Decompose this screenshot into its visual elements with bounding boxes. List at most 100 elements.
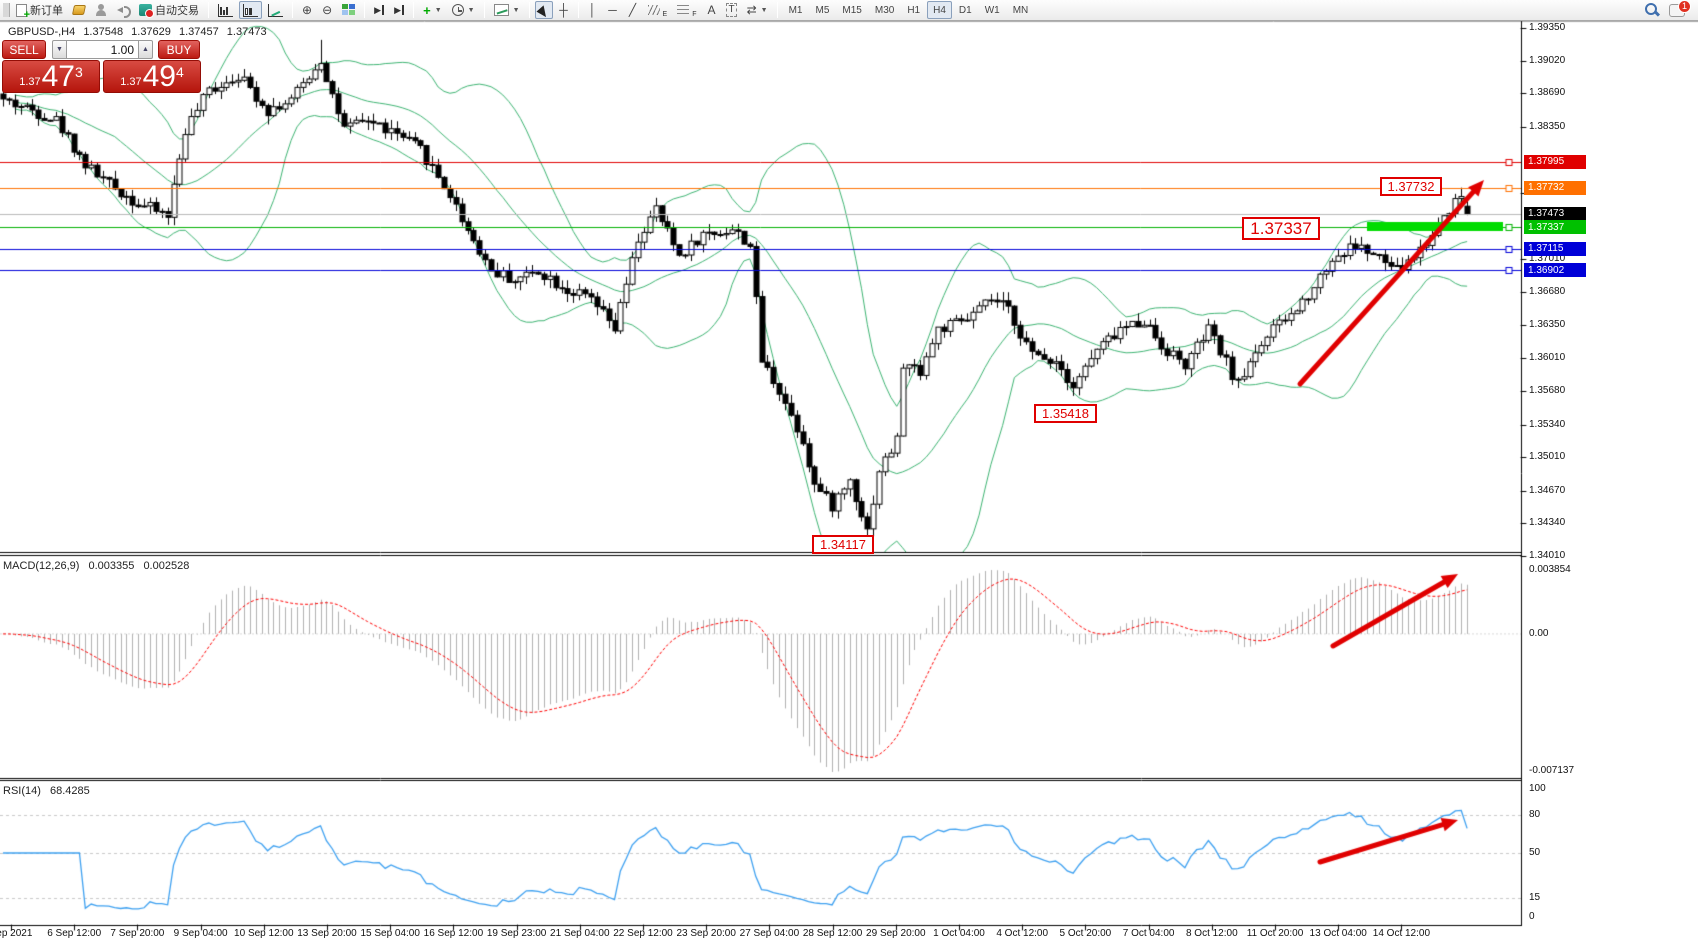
macd-label: MACD(12,26,9) 0.003355 0.002528 (3, 560, 195, 572)
sell-price-sup: 3 (75, 64, 83, 80)
toolbar-separator (483, 2, 485, 18)
auto-trading-button[interactable]: 自动交易 (135, 1, 203, 19)
horizontal-line-tool-button[interactable]: ─ (604, 1, 622, 19)
macd-value-main: 0.003355 (88, 560, 135, 572)
chart-shift-icon: ▶ (394, 5, 405, 16)
candlestick-icon (243, 3, 258, 17)
cursor-tool-button[interactable] (534, 1, 553, 19)
add-indicator-icon: + (423, 2, 431, 18)
candlestick-chart-button[interactable] (239, 1, 262, 19)
auto-scroll-icon: ▶ (374, 5, 385, 16)
rsi-label: RSI(14) 68.4285 (3, 785, 96, 797)
crosshair-tool-button[interactable]: ┼ (555, 1, 573, 19)
indicators-button[interactable]: + ▼ (419, 1, 446, 19)
fibonacci-icon (677, 5, 690, 15)
clock-icon (451, 4, 464, 16)
trendline-icon: ╱ (628, 3, 637, 17)
macd-value-signal: 0.002528 (143, 560, 190, 572)
text-label-tool-button[interactable]: T (722, 1, 740, 19)
timeframe-m15[interactable]: M15 (842, 4, 862, 16)
toolbar-separator (577, 2, 579, 18)
sell-price-big: 47 (41, 60, 75, 93)
buy-price-display[interactable]: 1.37 49 4 (103, 60, 201, 93)
sell-price-display[interactable]: 1.37 47 3 (2, 60, 100, 93)
price-annotation-box[interactable]: 1.37732 (1380, 177, 1442, 196)
chart-shift-button[interactable]: ▶ (390, 1, 408, 19)
horizontal-line-icon: ─ (608, 3, 617, 17)
news-button[interactable] (113, 1, 133, 19)
line-chart-button[interactable] (264, 1, 287, 19)
shapes-tool-button[interactable]: ⇄ ▼ (743, 1, 772, 19)
text-tool-button[interactable]: A (702, 1, 720, 19)
fibonacci-tool-button[interactable]: F (673, 1, 700, 19)
periods-button[interactable]: ▼ (448, 1, 479, 19)
auto-trading-label: 自动交易 (155, 5, 199, 17)
volume-decrease-button[interactable]: ▼ (52, 40, 67, 59)
line-chart-icon (268, 3, 283, 17)
profile-button[interactable] (69, 1, 89, 19)
chevron-down-icon: ▼ (760, 6, 768, 14)
price-annotation-box[interactable]: 1.35418 (1034, 404, 1097, 423)
toolbar-separator (208, 2, 209, 18)
zoom-in-button[interactable]: ⊕ (298, 1, 316, 19)
notification-badge: 1 (1678, 0, 1691, 13)
vertical-line-tool-button[interactable]: │ (584, 1, 602, 19)
toolbar-separator (292, 2, 293, 18)
price-annotation-box[interactable]: 1.37337 (1242, 217, 1320, 240)
chevron-down-icon: ▼ (467, 6, 475, 14)
chart-symbol: GBPUSD-,H4 (8, 26, 76, 38)
text-label-icon: T (726, 3, 737, 17)
zoom-in-icon: ⊕ (302, 3, 313, 17)
chart-high: 1.37629 (131, 26, 171, 38)
timeframe-mn[interactable]: MN (1012, 4, 1029, 16)
new-order-button[interactable]: 新订单 (12, 1, 67, 21)
volume-increase-button[interactable]: ▲ (138, 40, 153, 59)
speaker-icon (117, 4, 131, 18)
timeframe-d1[interactable]: D1 (958, 4, 972, 16)
timeframe-m5[interactable]: M5 (815, 4, 830, 16)
chat-icon[interactable]: 1 (1669, 0, 1691, 17)
chart-title: GBPUSD-,H4 1.37548 1.37629 1.37457 1.374… (8, 26, 272, 38)
crosshair-icon: ┼ (559, 3, 568, 17)
templates-button[interactable]: ▼ (490, 1, 524, 19)
buy-price-prefix: 1.37 (120, 76, 142, 88)
timeframe-h4[interactable]: H4 (927, 1, 952, 19)
chevron-down-icon: ▼ (512, 6, 520, 14)
trendline-tool-button[interactable]: ╱ (624, 1, 642, 19)
one-click-trading-panel: SELL ▼ 1.00 ▲ BUY 1.37 47 3 1.37 49 4 (2, 40, 201, 93)
timeframe-m30[interactable]: M30 (874, 4, 895, 16)
timeframe-w1[interactable]: W1 (984, 4, 1000, 16)
timeframe-h1[interactable]: H1 (907, 4, 921, 16)
bar-chart-button[interactable] (214, 1, 237, 19)
template-icon (493, 4, 509, 16)
timeframe-m1[interactable]: M1 (788, 4, 803, 16)
toolbar-separator (528, 2, 530, 18)
rsi-name: RSI(14) (3, 785, 41, 797)
zoom-out-button[interactable]: ⊖ (318, 1, 336, 19)
auto-trading-icon (139, 4, 154, 18)
auto-scroll-button[interactable]: ▶ (370, 1, 388, 19)
search-icon[interactable] (1643, 2, 1659, 18)
fibonacci-letter: F (692, 11, 697, 18)
sell-button[interactable]: SELL (2, 40, 46, 59)
tile-windows-button[interactable] (338, 1, 359, 19)
profile-icon (71, 5, 87, 15)
price-annotation-box[interactable]: 1.34117 (812, 535, 874, 554)
channel-tool-button[interactable]: E (644, 1, 672, 19)
bar-chart-icon (218, 3, 233, 17)
toolbar-separator (413, 2, 415, 18)
shapes-icon: ⇄ (746, 3, 757, 17)
market-watch-button[interactable] (91, 1, 111, 19)
toolbar-right-group: 1 (1643, 0, 1695, 18)
user-icon (95, 4, 107, 16)
chart-low: 1.37457 (178, 26, 219, 38)
text-icon: A (707, 3, 716, 17)
chart-open: 1.37548 (83, 26, 124, 38)
buy-button[interactable]: BUY (158, 40, 200, 59)
volume-input[interactable]: 1.00 (67, 40, 138, 59)
toolbar-separator (776, 2, 778, 18)
buy-price-big: 49 (142, 60, 176, 93)
vertical-line-icon: │ (588, 3, 597, 17)
cursor-icon (536, 3, 551, 17)
